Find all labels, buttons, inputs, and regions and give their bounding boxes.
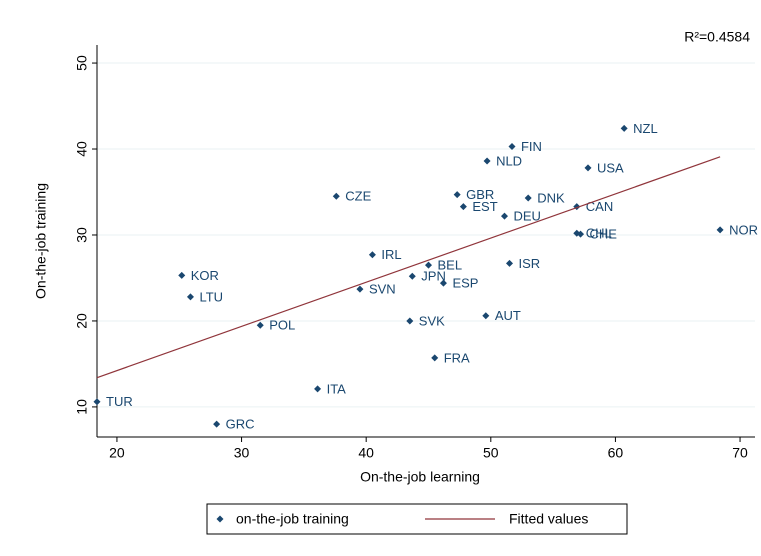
point [501, 212, 509, 220]
point [584, 164, 592, 172]
point-label: BEL [437, 258, 462, 273]
point [424, 261, 432, 269]
point-label: FIN [521, 139, 542, 154]
point [483, 157, 491, 165]
point [716, 226, 724, 234]
y-tick-label: 20 [74, 313, 90, 329]
point-label: IRL [381, 247, 401, 262]
point-label: TUR [106, 394, 133, 409]
point [186, 293, 194, 301]
point [408, 272, 416, 280]
point [368, 251, 376, 259]
point [482, 312, 490, 320]
point [332, 192, 340, 200]
x-axis-label: On-the-job learning [360, 469, 480, 485]
legend-marker [216, 515, 224, 523]
point-label: CZE [345, 189, 371, 204]
x-tick-label: 40 [358, 445, 374, 461]
point-label: GRC [226, 417, 255, 432]
point-label: CHE [590, 227, 618, 242]
point-label: CAN [586, 199, 613, 214]
point [439, 279, 447, 287]
y-tick-label: 40 [74, 141, 90, 157]
point-label: CHL [586, 226, 612, 241]
x-tick-label: 20 [109, 445, 125, 461]
point-label: NLD [496, 153, 522, 168]
point-label: GBR [466, 187, 494, 202]
point-label: ITA [327, 381, 347, 396]
point-label: SVK [419, 313, 445, 328]
legend-label: on-the-job training [236, 511, 349, 527]
point [314, 385, 322, 393]
y-tick-label: 50 [74, 55, 90, 71]
point [213, 420, 221, 428]
point-label: NOR [729, 222, 758, 237]
r2-annotation: R²=0.4584 [684, 29, 750, 45]
point-label: LTU [199, 289, 223, 304]
point [178, 271, 186, 279]
point [406, 317, 414, 325]
x-tick-label: 60 [608, 445, 624, 461]
point [453, 191, 461, 199]
point [524, 194, 532, 202]
point-label: ESP [452, 276, 478, 291]
point [356, 285, 364, 293]
point-label: DEU [514, 209, 541, 224]
point [620, 124, 628, 132]
x-tick-label: 50 [483, 445, 499, 461]
legend-box [206, 503, 628, 535]
point-label: AUT [495, 308, 521, 323]
point [93, 398, 101, 406]
point-label: POL [269, 318, 295, 333]
point-label: SVN [369, 282, 396, 297]
point-label: JPN [421, 269, 446, 284]
x-tick-label: 70 [732, 445, 748, 461]
x-tick-label: 30 [234, 445, 250, 461]
y-axis-label: On-the-job training [33, 183, 49, 299]
point-label: KOR [191, 268, 219, 283]
point [505, 259, 513, 267]
point [508, 142, 516, 150]
y-tick-label: 30 [74, 227, 90, 243]
point-label: DNK [537, 190, 565, 205]
point [431, 354, 439, 362]
fit-line [96, 156, 721, 379]
point [577, 230, 585, 238]
point-label: USA [597, 160, 624, 175]
point-label: FRA [444, 350, 470, 365]
point-label: ISR [518, 256, 540, 271]
point-label: EST [472, 199, 497, 214]
legend-label: Fitted values [509, 511, 588, 527]
y-tick-label: 10 [74, 399, 90, 415]
point-label: NZL [633, 121, 658, 136]
point [459, 203, 467, 211]
point [256, 321, 264, 329]
